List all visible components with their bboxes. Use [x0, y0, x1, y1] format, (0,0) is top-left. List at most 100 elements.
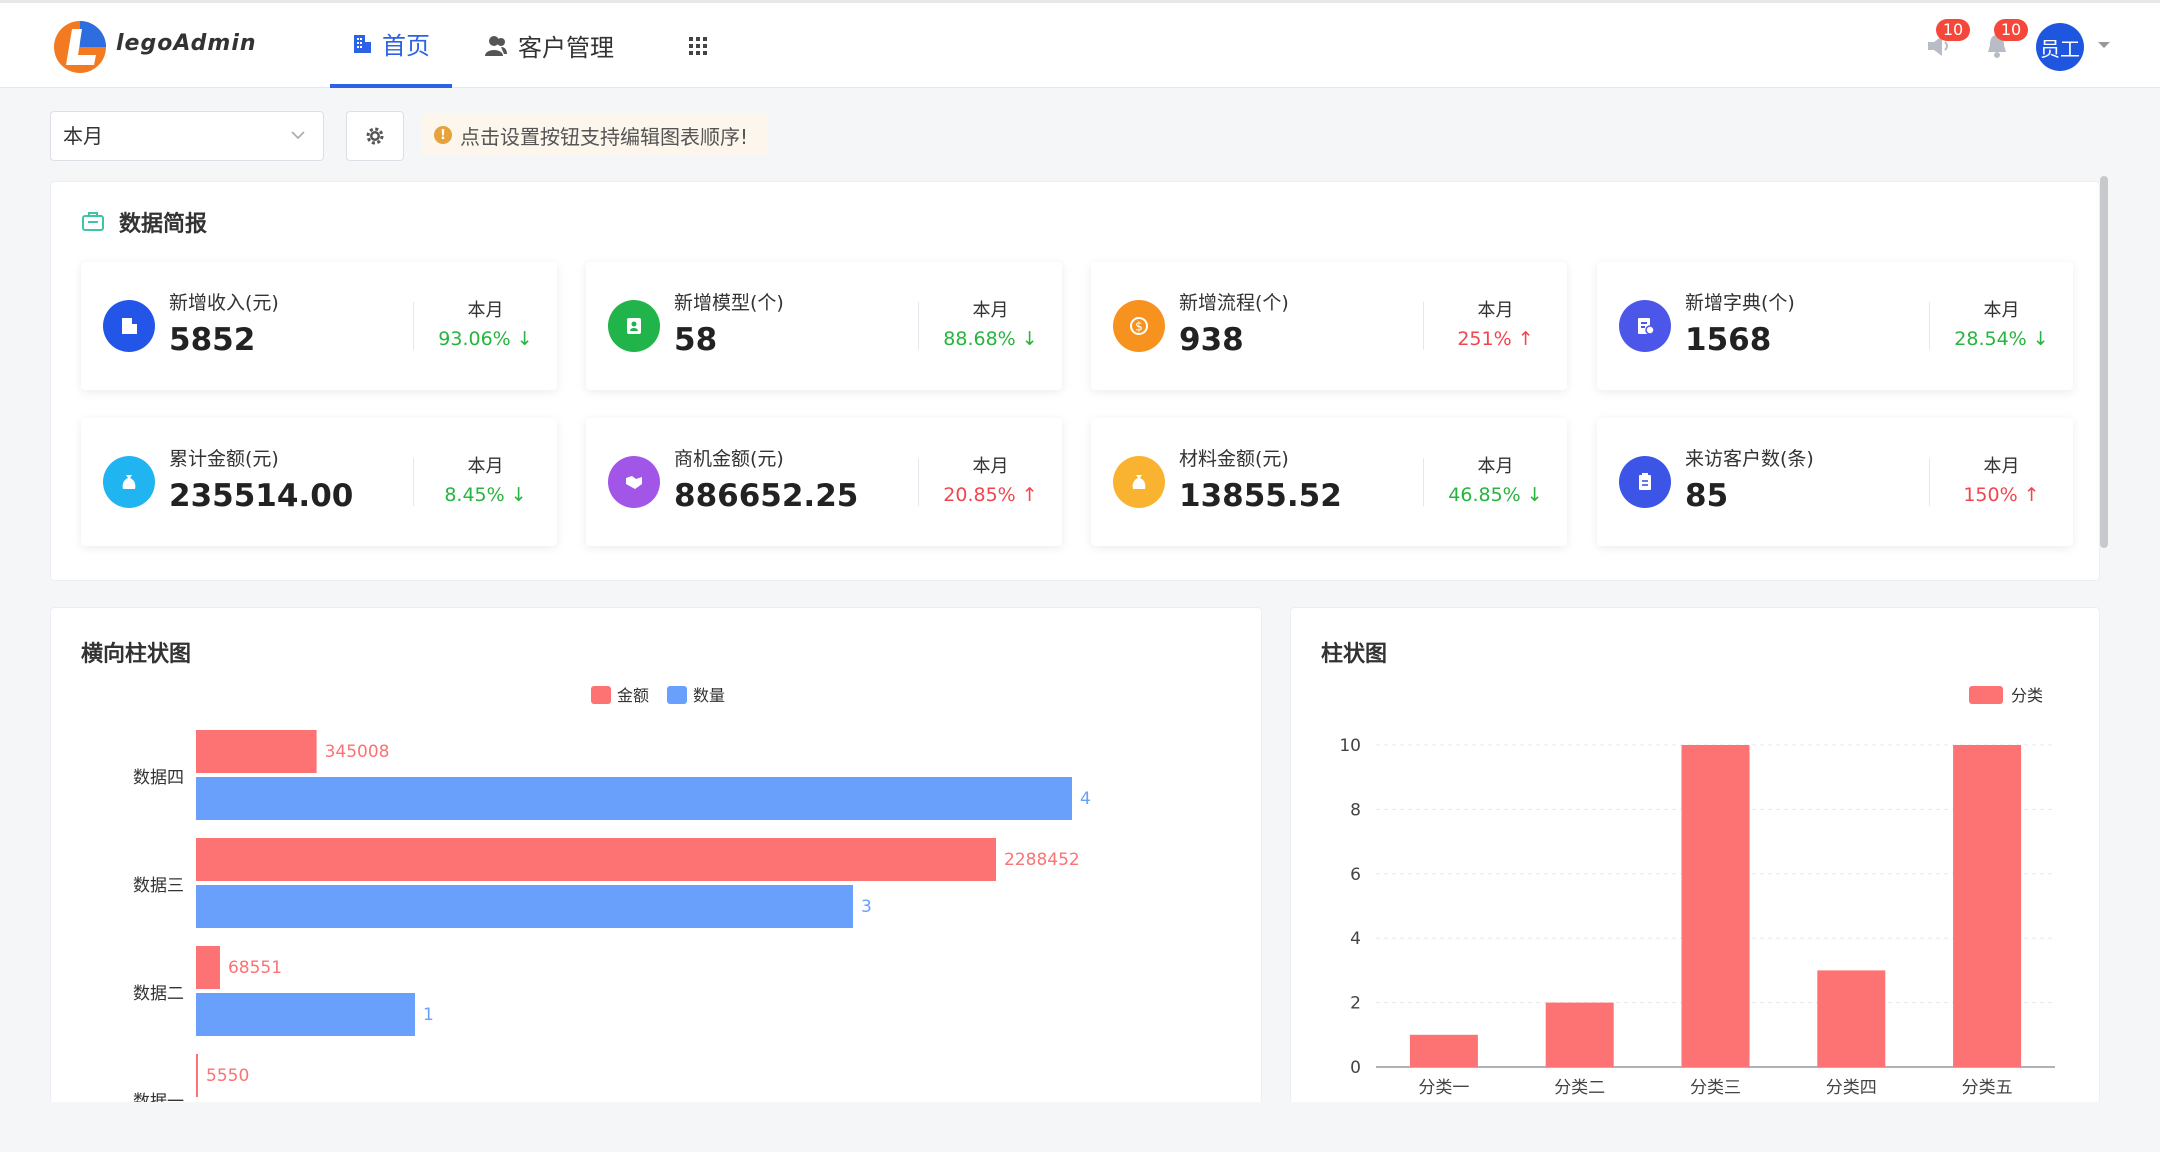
- stat-period: 本月: [1477, 300, 1514, 321]
- notification-badge: 10: [1994, 19, 2028, 41]
- stat-percent: 150% ↑: [1963, 484, 2040, 506]
- summary-panel: 数据简报 新增收入(元) 5852 本月 93.06% ↓ 新增模型(个) 58 本月 88.…: [50, 181, 2100, 581]
- dictionary-icon: [1619, 300, 1671, 352]
- top-header: legoAdmin 首页 客户管理 10 10 员工: [0, 0, 2160, 88]
- chevron-down-icon[interactable]: [2096, 39, 2112, 51]
- nav-home[interactable]: 首页: [330, 3, 452, 88]
- stat-label: 新增模型(个): [674, 292, 784, 314]
- stat-card: 新增收入(元) 5852 本月 93.06% ↓: [81, 262, 557, 390]
- apps-grid-icon: [688, 36, 708, 56]
- summary-title: 数据简报: [119, 212, 208, 237]
- x-tick-label: 分类五: [1962, 1078, 2013, 1098]
- stat-label: 新增流程(个): [1179, 292, 1289, 314]
- x-tick-label: 分类二: [1554, 1078, 1605, 1098]
- stat-value: 5852: [169, 322, 256, 358]
- arrow-up-icon: ↑: [1021, 484, 1038, 506]
- horizontal-bar-chart: 金额 数量数据四3450084数据三22884523数据二685511数据一555…: [133, 686, 1091, 1108]
- contact-card-icon: [608, 300, 660, 352]
- bar: [1545, 1002, 1614, 1067]
- stat-value: 235514.00: [169, 478, 354, 514]
- building-icon: [103, 300, 155, 352]
- x-tick-label: 分类四: [1826, 1078, 1877, 1098]
- stat-card: 商机金额(元) 886652.25 本月 20.85% ↑: [586, 418, 1062, 546]
- warning-icon: !: [434, 126, 452, 144]
- page-bottom-edge: [0, 1102, 2160, 1152]
- bar-chart-panel: 柱状图 分类 0 2 4 6 8 10 分类一 分类二 分类三 分类四 分类五: [1290, 607, 2100, 1107]
- divider: [413, 458, 414, 506]
- notification-button[interactable]: 10: [1980, 19, 2028, 63]
- stat-period: 本月: [972, 456, 1009, 477]
- stat-value: 58: [674, 322, 718, 358]
- legend-label: 金额: [617, 686, 649, 705]
- nav-apps[interactable]: [688, 3, 718, 88]
- bar: [196, 1054, 198, 1097]
- bar: [196, 777, 1072, 820]
- stat-period: 本月: [1983, 456, 2020, 477]
- y-tick-label: 2: [1350, 994, 1361, 1014]
- legend-swatch: [667, 686, 687, 704]
- stat-card: 材料金额(元) 13855.52 本月 46.85% ↓: [1091, 418, 1567, 546]
- y-tick-label: 4: [1350, 929, 1361, 949]
- arrow-down-icon: ↓: [1526, 484, 1543, 506]
- stat-percent: 46.85% ↓: [1448, 484, 1543, 506]
- nav-customer-management[interactable]: 客户管理: [484, 3, 614, 88]
- y-tick-label: 6: [1350, 865, 1361, 885]
- divider: [918, 458, 919, 506]
- handshake-icon: [608, 456, 660, 508]
- x-tick-label: 分类一: [1418, 1078, 1469, 1098]
- stat-period: 本月: [467, 300, 504, 321]
- period-select-value: 本月: [63, 124, 103, 148]
- divider: [413, 302, 414, 350]
- building-icon: [352, 33, 372, 55]
- stat-percent: 251% ↑: [1457, 328, 1534, 350]
- legend-swatch: [1969, 686, 2003, 704]
- data-label: 4: [1080, 789, 1091, 809]
- bar: [196, 730, 317, 773]
- announcement-button[interactable]: 10: [1922, 19, 1970, 63]
- y-tick-label: 8: [1350, 800, 1361, 820]
- arrow-down-icon: ↓: [2032, 328, 2049, 350]
- user-avatar[interactable]: 员工: [2036, 23, 2084, 71]
- stat-label: 累计金额(元): [169, 448, 279, 470]
- y-tick-label: 0: [1350, 1058, 1361, 1078]
- data-label: 1: [423, 1005, 434, 1025]
- stat-period: 本月: [1983, 300, 2020, 321]
- bar: [1409, 1034, 1478, 1067]
- stat-percent: 93.06% ↓: [438, 328, 533, 350]
- nav-home-label: 首页: [382, 32, 430, 60]
- app-logo-text: legoAdmin: [116, 31, 257, 56]
- horizontal-bar-chart-title: 横向柱状图: [81, 642, 192, 667]
- data-label: 3: [861, 897, 872, 917]
- legend-label: 数量: [693, 686, 725, 705]
- settings-button[interactable]: [346, 111, 404, 161]
- stat-period: 本月: [467, 456, 504, 477]
- stat-card: 累计金额(元) 235514.00 本月 8.45% ↓: [81, 418, 557, 546]
- bar-chart-title: 柱状图: [1321, 642, 1388, 667]
- bar: [196, 885, 853, 928]
- arrow-down-icon: ↓: [516, 328, 533, 350]
- bar: [196, 993, 415, 1036]
- money-bag-icon: [1113, 456, 1165, 508]
- arrow-down-icon: ↓: [1021, 328, 1038, 350]
- divider: [918, 302, 919, 350]
- briefcase-icon: [82, 212, 104, 231]
- stat-percent: 28.54% ↓: [1954, 328, 2049, 350]
- user-icon: [484, 35, 508, 57]
- period-select[interactable]: 本月: [50, 111, 324, 161]
- stat-label: 来访客户数(条): [1685, 448, 1814, 470]
- category-label: 数据四: [133, 768, 184, 788]
- stat-label: 商机金额(元): [674, 448, 784, 470]
- stat-label: 材料金额(元): [1179, 448, 1289, 470]
- lego-admin-logo[interactable]: [52, 19, 108, 75]
- stat-card: 新增模型(个) 58 本月 88.68% ↓: [586, 262, 1062, 390]
- arrow-up-icon: ↑: [2023, 484, 2040, 506]
- stat-card: $ 新增流程(个) 938 本月 251% ↑: [1091, 262, 1567, 390]
- category-label: 数据二: [133, 984, 184, 1004]
- stat-value: 1568: [1685, 322, 1772, 358]
- stat-period: 本月: [972, 300, 1009, 321]
- data-label: 68551: [228, 958, 282, 978]
- legend-label: 分类: [2011, 686, 2043, 705]
- bar: [1817, 970, 1886, 1067]
- vertical-scrollbar[interactable]: [2100, 176, 2108, 548]
- x-tick-label: 分类三: [1690, 1078, 1741, 1098]
